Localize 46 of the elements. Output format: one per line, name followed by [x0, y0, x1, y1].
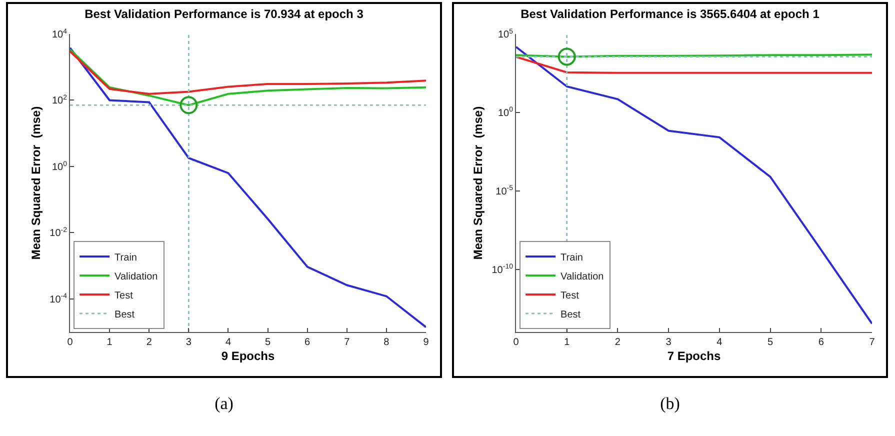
x-tick-label: 9 [423, 337, 430, 348]
y-tick-label: 10$^{0}$ [498, 106, 514, 119]
y-tick-label: 10$^{0}$ [52, 160, 68, 173]
y-axis-title: Mean Squared Error (mse) [28, 106, 43, 260]
legend-label: Test [114, 290, 134, 302]
legend-label: Best [560, 309, 581, 320]
x-tick-label: 3 [186, 337, 192, 348]
legend-label: Best [114, 309, 135, 320]
legend-label: Train [560, 252, 583, 264]
line-series [516, 46, 872, 325]
legend-label: Train [114, 252, 137, 264]
y-tick-label: 10$^{5}$ [498, 28, 514, 40]
x-tick-label: 6 [304, 337, 311, 348]
x-tick-label: 0 [67, 337, 74, 348]
line-series [70, 46, 426, 328]
y-tick-label: 10$^{-5}$ [496, 185, 514, 198]
text: (a) [214, 394, 234, 414]
y-tick-label: 10$^{4}$ [52, 28, 68, 40]
y-tick-label: 10$^{-10}$ [492, 264, 514, 276]
y-axis-title: Mean Squared Error (mse) [471, 106, 486, 260]
x-tick-label: 0 [513, 337, 520, 348]
x-tick-label: 4 [225, 337, 232, 348]
text: (b) [659, 394, 681, 414]
x-tick-label: 6 [818, 337, 824, 348]
x-tick-label: 1 [564, 337, 570, 348]
chart-title: Best Validation Performance is 3565.6404 at epoch 1 [520, 6, 820, 21]
x-tick-label: 2 [614, 337, 621, 348]
legend-label: Validation [114, 271, 158, 282]
x-tick-label: 3 [666, 337, 672, 348]
x-tick-label: 2 [146, 337, 152, 348]
x-tick-label: 5 [265, 337, 271, 348]
legend-label: Test [560, 290, 580, 302]
x-tick-label: 4 [716, 337, 723, 348]
x-tick-label: 5 [768, 337, 774, 348]
legend-label: Validation [560, 271, 604, 282]
x-tick-label: 8 [384, 337, 390, 348]
x-tick-label: 7 [869, 337, 876, 348]
line-series [70, 50, 426, 95]
y-tick-label: 10$^{-4}$ [50, 293, 68, 306]
y-tick-label: 10$^{2}$ [52, 94, 68, 107]
x-tick-label: 7 [344, 337, 350, 348]
x-tick-label: 1 [106, 337, 113, 348]
chart-title: Best Validation Performance is 70.934 at epoch 3 [84, 6, 364, 21]
x-axis-title: 7 Epochs [667, 348, 721, 363]
y-tick-label: 10$^{-2}$ [50, 226, 68, 240]
x-axis-title: 9 Epochs [221, 348, 275, 363]
